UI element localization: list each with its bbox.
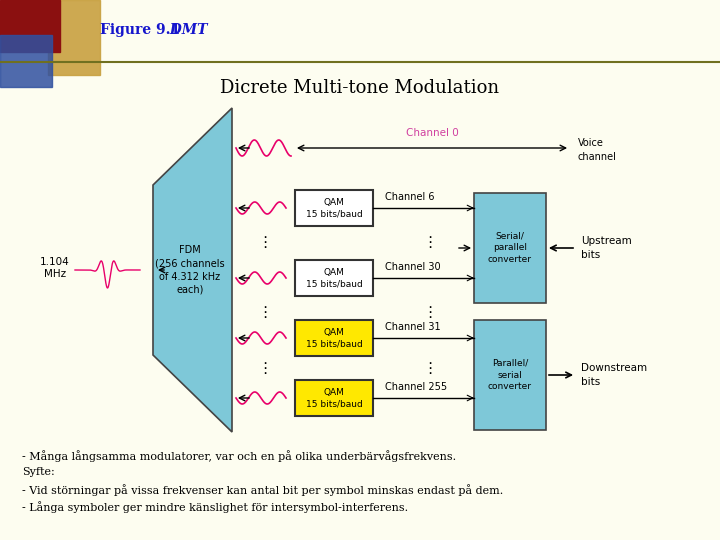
Bar — [295, 190, 373, 226]
Text: ⋮: ⋮ — [423, 235, 438, 251]
Text: Channel 6: Channel 6 — [385, 192, 434, 202]
Bar — [474, 193, 546, 303]
Text: ⋮: ⋮ — [423, 306, 438, 321]
Text: Voice
channel: Voice channel — [578, 138, 617, 161]
Text: Upstream
bits: Upstream bits — [581, 237, 631, 260]
Text: Dicrete Multi-tone Modulation: Dicrete Multi-tone Modulation — [220, 79, 500, 97]
Bar — [0, 0, 60, 52]
Text: FDM
(256 channels
of 4.312 kHz
each): FDM (256 channels of 4.312 kHz each) — [156, 245, 225, 295]
Text: ⋮: ⋮ — [257, 361, 273, 375]
Text: QAM
15 bits/baud: QAM 15 bits/baud — [305, 268, 362, 288]
Text: - Vid störningar på vissa frekvenser kan antal bit per symbol minskas endast på : - Vid störningar på vissa frekvenser kan… — [22, 484, 503, 496]
Text: Channel 30: Channel 30 — [385, 262, 441, 272]
Polygon shape — [153, 108, 232, 432]
Text: Downstream
bits: Downstream bits — [581, 363, 647, 387]
Text: ⋮: ⋮ — [257, 235, 273, 251]
Bar — [474, 320, 546, 430]
Bar — [48, 0, 100, 75]
Bar — [295, 260, 373, 296]
Text: Syfte:: Syfte: — [22, 467, 55, 477]
Text: - Långa symboler ger mindre känslighet för intersymbol-interferens.: - Långa symboler ger mindre känslighet f… — [22, 501, 408, 513]
Text: ⋮: ⋮ — [257, 306, 273, 321]
Text: Serial/
parallel
converter: Serial/ parallel converter — [488, 232, 532, 264]
Text: 1.104
MHz: 1.104 MHz — [40, 257, 70, 279]
Bar — [295, 320, 373, 356]
Text: - Många långsamma modulatorer, var och en på olika underbärvågsfrekvens.: - Många långsamma modulatorer, var och e… — [22, 450, 456, 462]
Bar — [295, 380, 373, 416]
Text: Figure 9.1: Figure 9.1 — [100, 23, 180, 37]
Text: QAM
15 bits/baud: QAM 15 bits/baud — [305, 198, 362, 218]
Text: Channel 0: Channel 0 — [405, 128, 459, 138]
Text: Channel 31: Channel 31 — [385, 322, 441, 332]
Bar — [0, 35, 52, 87]
Text: ⋮: ⋮ — [423, 361, 438, 375]
Text: QAM
15 bits/baud: QAM 15 bits/baud — [305, 328, 362, 348]
Text: QAM
15 bits/baud: QAM 15 bits/baud — [305, 388, 362, 408]
Text: Channel 255: Channel 255 — [385, 382, 447, 392]
Text: Parallel/
serial
converter: Parallel/ serial converter — [488, 359, 532, 392]
Text: DMT: DMT — [160, 23, 207, 37]
